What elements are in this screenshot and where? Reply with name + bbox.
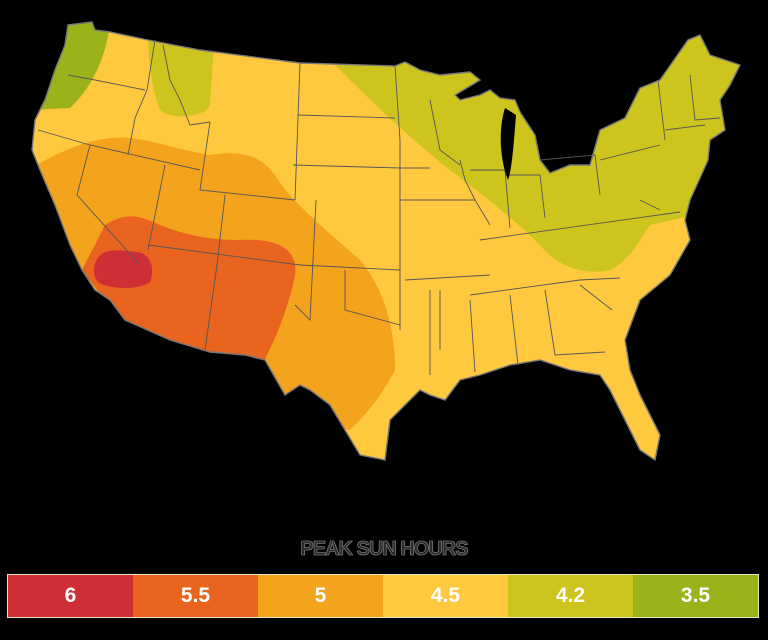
sun-hour-zones bbox=[32, 22, 740, 460]
legend-item-6: 6 bbox=[8, 575, 133, 617]
legend-item-4.5: 4.5 bbox=[383, 575, 508, 617]
us-peak-sun-hours-map bbox=[31, 21, 741, 461]
legend-item-5: 5 bbox=[258, 575, 383, 617]
state-borders bbox=[37, 39, 721, 375]
legend-title: PEAK SUN HOURS bbox=[300, 538, 469, 561]
legend-item-5.5: 5.5 bbox=[133, 575, 258, 617]
legend-item-4.2: 4.2 bbox=[508, 575, 633, 617]
zone-6 bbox=[93, 250, 153, 288]
legend-item-3.5: 3.5 bbox=[633, 575, 758, 617]
legend-bar: 6 5.5 5 4.5 4.2 3.5 bbox=[7, 574, 759, 618]
lake-michigan bbox=[500, 108, 516, 180]
